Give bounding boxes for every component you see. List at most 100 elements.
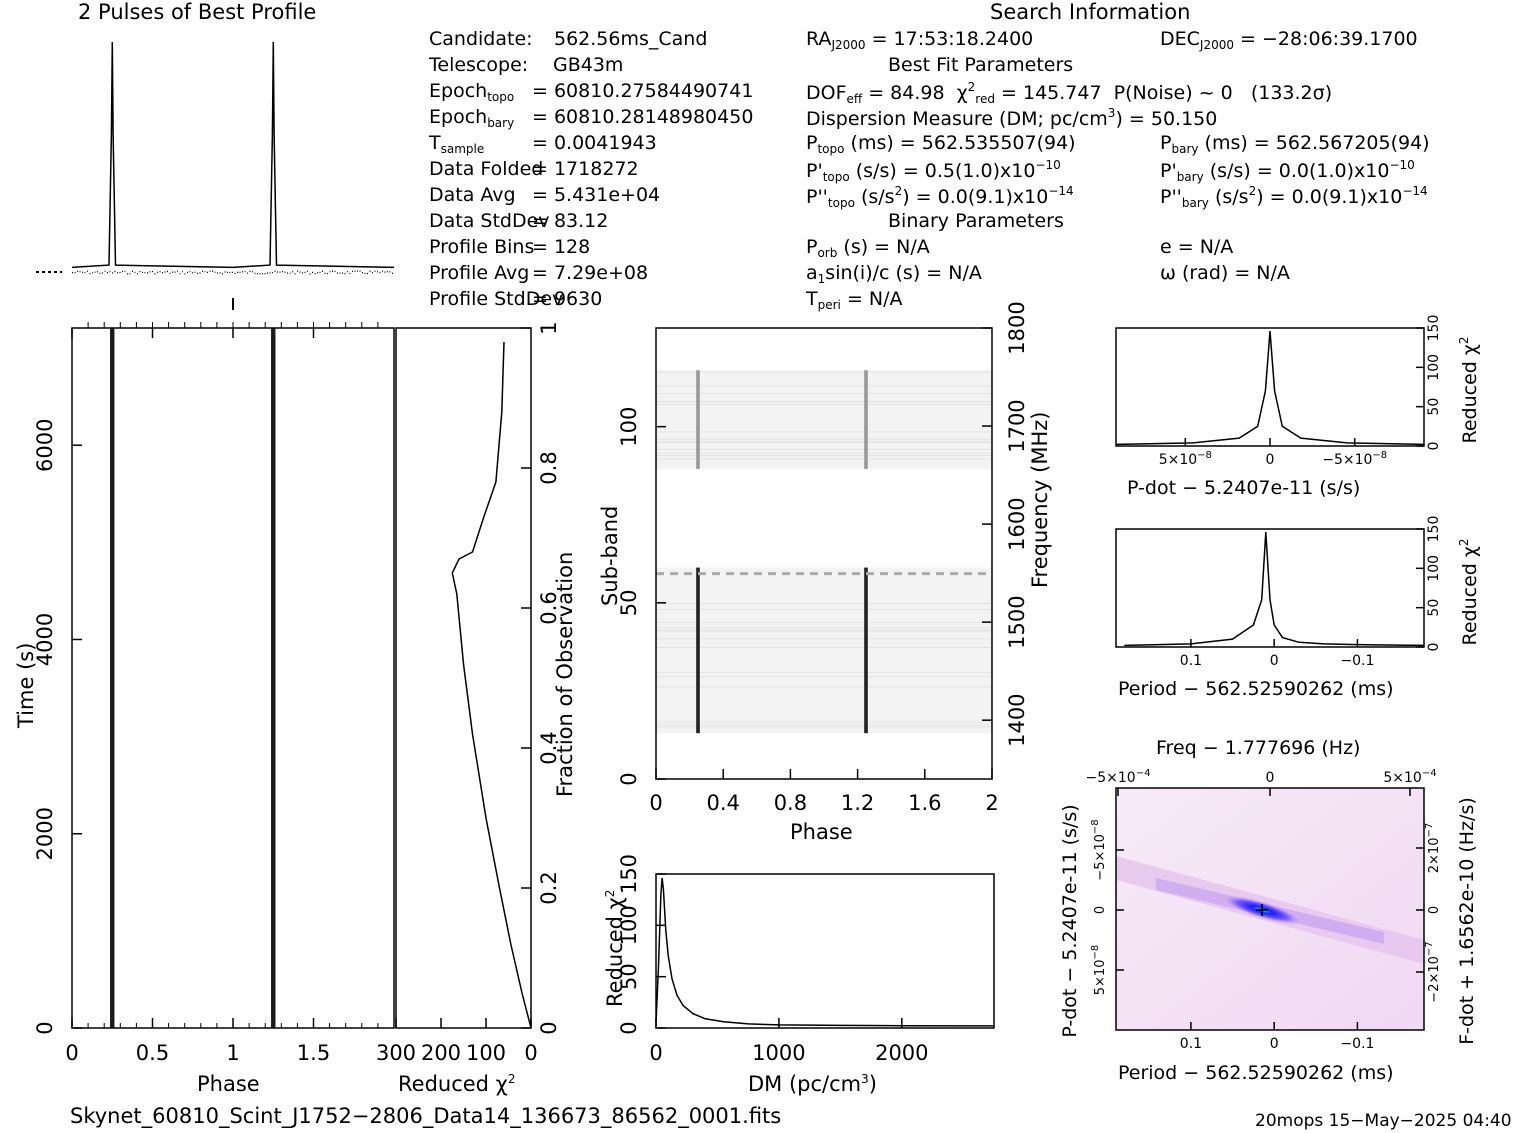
x-tick-label: 2 bbox=[985, 791, 998, 815]
y-tick-label: 2000 bbox=[33, 807, 57, 860]
subband-band bbox=[656, 370, 992, 469]
x-tick-label: 200 bbox=[421, 1041, 461, 1065]
best-fit-heading: Best Fit Parameters bbox=[888, 54, 1074, 76]
tperi-line: Tperi = N/A bbox=[806, 288, 903, 312]
chi-frac-frame bbox=[395, 327, 532, 1029]
y-tick-exponent: −8 bbox=[1090, 819, 1101, 834]
x-tick-label: 0 bbox=[524, 1041, 537, 1065]
x-tick-exponent: −8 bbox=[1372, 450, 1387, 461]
y-tick-label: 0 bbox=[1426, 442, 1442, 451]
y-tick-label: 100 bbox=[617, 905, 641, 945]
omega-line: ω (rad) = N/A bbox=[1160, 262, 1290, 284]
dm-line: Dispersion Measure (DM; pc/cm3) = 50.150 bbox=[806, 106, 1218, 130]
x-tick-label: 100 bbox=[466, 1041, 506, 1065]
time-phase-plot: 0 0.5 1 1.5 0 2000 4000 6000 bbox=[33, 322, 395, 1065]
y2-tick-label: 2×10−7 bbox=[1424, 823, 1442, 873]
y-tick-label: 100 bbox=[1426, 354, 1442, 381]
pdot-bary-line: P'bary (s/s) = 0.0(1.0)x10−10 bbox=[1160, 158, 1415, 184]
y-tick-label: 5×10−8 bbox=[1090, 945, 1108, 995]
y2-tick-label: 1700 bbox=[1005, 399, 1029, 452]
y-tick-label: 6000 bbox=[33, 419, 57, 472]
chi-line bbox=[1115, 331, 1425, 446]
x-tick-label: 0 bbox=[1270, 653, 1279, 669]
dof-line: DOFeff = 84.98 χ2red = 145.747 P(Noise) … bbox=[806, 80, 1333, 106]
chi-fraction-plot: 300 200 100 00 0.2 0.4 0.6 0.8 1 bbox=[376, 321, 561, 1065]
info-value: = 1718272 bbox=[532, 158, 639, 180]
x2-tick-label: 0 bbox=[1266, 770, 1275, 786]
y-tick-label: 50 bbox=[1426, 398, 1442, 416]
x-tick-label: 0 bbox=[649, 791, 662, 815]
y-tick-label: 150 bbox=[1426, 315, 1442, 342]
x-tick-label: 0.8 bbox=[774, 791, 807, 815]
chi-frac-line bbox=[451, 341, 532, 1029]
x-tick-label: 0 bbox=[65, 1041, 78, 1065]
x-tick-label: 0.4 bbox=[706, 791, 739, 815]
y-tick-label: 0 bbox=[617, 772, 641, 785]
pdot-xlabel: P-dot − 5.2407e-11 (s/s) bbox=[1127, 477, 1361, 499]
y-tick-label: 150 bbox=[617, 854, 641, 894]
pdot-topo-line: P'topo (s/s) = 0.5(1.0)x10−10 bbox=[806, 158, 1061, 184]
x-tick-label: 300 bbox=[376, 1041, 416, 1065]
y-tick-label: 1 bbox=[537, 321, 561, 334]
y-tick-label: 4000 bbox=[33, 613, 57, 666]
subband-y2label: Frequency (MHz) bbox=[1028, 411, 1052, 588]
porb-line: Porb (s) = N/A bbox=[806, 236, 930, 260]
timephase-ylabel: Time (s) bbox=[14, 642, 38, 728]
x-tick-label: −0.1 bbox=[1340, 1036, 1374, 1052]
info-value: 562.56ms_Cand bbox=[554, 28, 708, 50]
info-value: = 5.431e+04 bbox=[532, 184, 661, 206]
y-tick-label: 0 bbox=[1093, 906, 1108, 914]
x-tick-label: 0.1 bbox=[1180, 653, 1202, 669]
info-label: Data StdDev bbox=[429, 210, 550, 232]
y2-tick-label: 0 bbox=[1427, 906, 1442, 914]
x-tick-label: 1.2 bbox=[841, 791, 874, 815]
subband-plot: 0 0.4 0.8 1.2 1.6 2 0 50 100 1400 1500 1600 1700 1800 bbox=[617, 301, 1029, 815]
timephase-xlabel: Phase bbox=[197, 1072, 260, 1096]
filename: Skynet_60810_Scint_J1752−2806_Data14_136… bbox=[70, 1104, 782, 1128]
ptopo-line: Ptopo (ms) = 562.535507(94) bbox=[806, 132, 1076, 156]
ra-line: RAJ2000 = 17:53:18.2400 bbox=[806, 28, 1034, 52]
profile-plot bbox=[36, 41, 395, 310]
info-label: Data Folded bbox=[429, 158, 544, 180]
chi-frac-ylabel: Fraction of Observation bbox=[553, 551, 577, 797]
x-tick-label: 1.6 bbox=[908, 791, 941, 815]
info-label: Epochbary bbox=[429, 106, 515, 130]
pddot-bary-line: P''bary (s/s2) = 0.0(9.1)x10−14 bbox=[1160, 184, 1428, 210]
period-chi-plot: 0.1 0 −0.1 0 50 100 150 bbox=[1115, 516, 1442, 669]
dm-ylabel: Reduced χ2 bbox=[603, 889, 627, 1007]
chi-line bbox=[1124, 532, 1425, 647]
y2-tick-label: 1600 bbox=[1005, 497, 1029, 550]
profile-line bbox=[71, 41, 395, 269]
y-tick-label: −5×10−8 bbox=[1090, 819, 1108, 880]
info-label: Tsample bbox=[429, 132, 485, 156]
y-tick-label: 0.4 bbox=[537, 731, 561, 764]
y-tick-label: 150 bbox=[1426, 516, 1442, 543]
y-tick-label: 100 bbox=[1426, 555, 1442, 582]
y-tick-label: 50 bbox=[617, 963, 641, 990]
x-tick-label: −0.1 bbox=[1340, 653, 1374, 669]
chi-frame bbox=[1115, 528, 1425, 648]
x-tick-label: 2000 bbox=[875, 1041, 928, 1065]
x-tick-label: 0.5 bbox=[136, 1041, 169, 1065]
dm-line bbox=[655, 878, 995, 1027]
y-tick-label: 50 bbox=[617, 589, 641, 616]
x-tick-exponent: −8 bbox=[1197, 450, 1212, 461]
info-value: = 9630 bbox=[532, 288, 603, 310]
dec-line: DECJ2000 = −28:06:39.1700 bbox=[1160, 28, 1418, 52]
y-tick-label: 0.8 bbox=[537, 451, 561, 484]
info-label: Data Avg bbox=[429, 184, 516, 206]
y-tick-label: 100 bbox=[617, 407, 641, 447]
subband-band bbox=[656, 567, 992, 734]
info-value: = 60810.27584490741 bbox=[532, 80, 754, 102]
pbary-line: Pbary (ms) = 562.567205(94) bbox=[1160, 132, 1430, 156]
ppdot-y2label: F-dot + 1.6562e-10 (Hz/s) bbox=[1456, 797, 1478, 1045]
x-tick-label: 0 bbox=[1270, 1036, 1279, 1052]
info-label: Profile Bins bbox=[429, 236, 535, 258]
ecc-line: e = N/A bbox=[1160, 236, 1234, 258]
x-tick-label: 0.1 bbox=[1180, 1036, 1202, 1052]
info-value: = 7.29e+08 bbox=[532, 262, 649, 284]
info-value: = 83.12 bbox=[532, 210, 609, 232]
y2-tick-label: 1400 bbox=[1005, 693, 1029, 746]
x-tick-label: 0 bbox=[1266, 452, 1275, 468]
a1-line: a1sin(i)/c (s) = N/A bbox=[806, 262, 982, 286]
